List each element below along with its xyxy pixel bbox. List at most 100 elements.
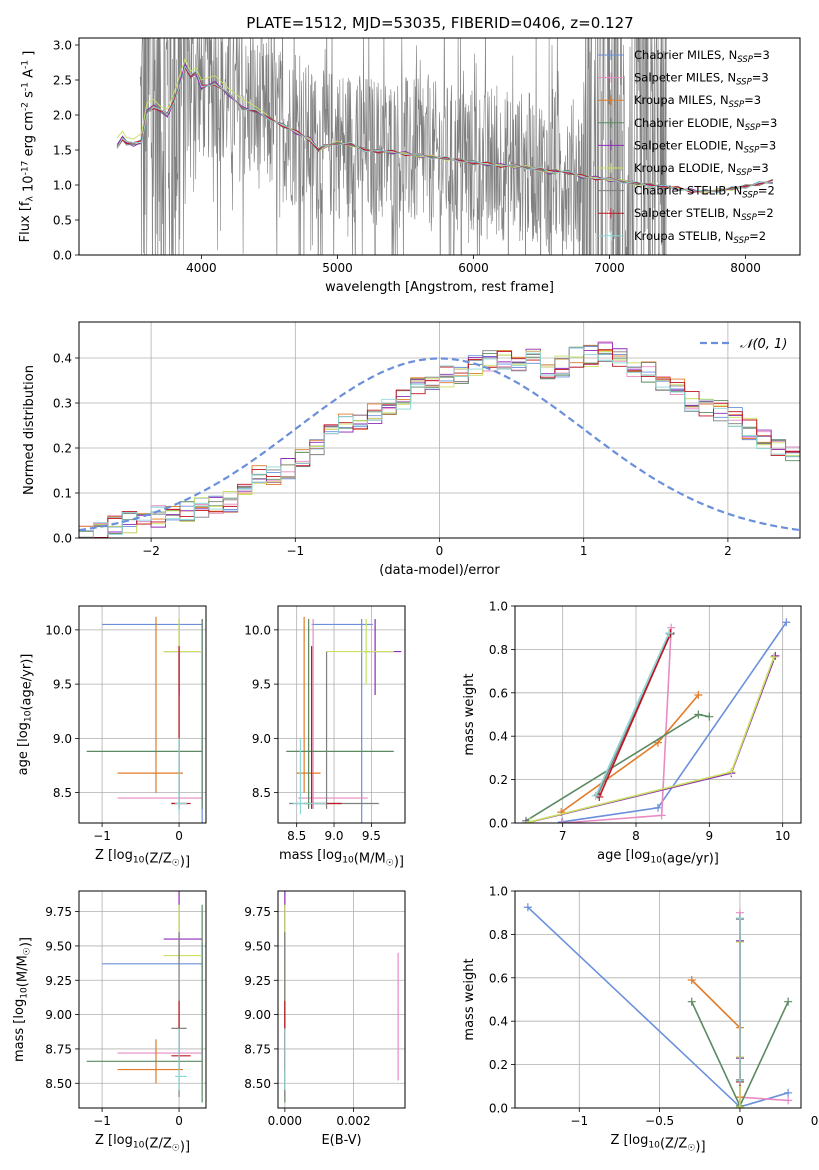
y-axis-label: Flux [fλ 10-17 erg cm-2 s-1 A-1 ] bbox=[18, 51, 36, 243]
weight-line-1 bbox=[527, 906, 789, 1108]
x-tick-label: 0.002 bbox=[336, 1114, 370, 1128]
weight-point-5-3 bbox=[771, 651, 780, 660]
legend-label-9: Kroupa STELIB, NSSP=2 bbox=[634, 229, 766, 246]
axes-frame bbox=[277, 605, 406, 824]
y-tick-label: 9.25 bbox=[45, 974, 72, 988]
weight-point-3-1 bbox=[687, 975, 696, 984]
normal-curve bbox=[79, 357, 800, 532]
y-tick-label: 9.25 bbox=[244, 974, 271, 988]
y-axis-label: mass weight bbox=[462, 958, 477, 1040]
y-tick-label: 0.2 bbox=[489, 1058, 508, 1072]
y-tick-label: 0.8 bbox=[489, 643, 508, 657]
x-tick-label: 0.000 bbox=[268, 1114, 302, 1128]
x-axis-label: mass [log10(M/M☉)] bbox=[279, 848, 404, 870]
weight-point-1-1 bbox=[557, 817, 566, 823]
y-tick-label: 3.0 bbox=[53, 39, 72, 53]
axes-frame bbox=[514, 890, 802, 1109]
histogram-1 bbox=[79, 346, 800, 538]
weight-line-2 bbox=[562, 627, 672, 823]
y-tick-label: 8.50 bbox=[244, 1077, 271, 1091]
weight-point-1-3 bbox=[784, 1088, 793, 1097]
axes-frame bbox=[78, 321, 801, 539]
legend-label-4: Chabrier ELODIE, NSSP=3 bbox=[634, 116, 777, 133]
x-tick-label: 0 bbox=[175, 1114, 183, 1128]
y-tick-label: 0.0 bbox=[489, 1102, 508, 1116]
y-tick-label: 0.0 bbox=[53, 532, 72, 546]
x-tick-label: 1 bbox=[580, 544, 588, 558]
y-tick-label: 9.5 bbox=[252, 678, 271, 692]
y-tick-label: 9.75 bbox=[244, 905, 271, 919]
chart-mass_vs_Z: −1 0 8.50 8.75 9.00 9.25 9.50 9.75 Z [log10(Z/Z☉… bbox=[12, 890, 207, 1155]
weight-point-9-2 bbox=[665, 629, 673, 638]
legend-label-6: Kroupa ELODIE, NSSP=3 bbox=[634, 161, 769, 178]
y-axis-label: mass weight bbox=[462, 673, 477, 755]
y-tick-label: 0.2 bbox=[489, 773, 508, 787]
plot-area bbox=[284, 891, 399, 1103]
y-tick-label: 0.2 bbox=[53, 442, 72, 456]
panels: 4000 5000 6000 7000 80000.00.51.01.52.02.53.… bbox=[12, 37, 819, 1155]
weight-point-9-2 bbox=[735, 1076, 744, 1085]
y-tick-label: 10.0 bbox=[244, 623, 271, 637]
weight-line-4 bbox=[525, 713, 710, 822]
weight-point-4-3 bbox=[705, 712, 714, 721]
x-tick-label: 0 bbox=[175, 829, 183, 843]
y-tick-label: 10.0 bbox=[45, 623, 72, 637]
weight-point-4-2 bbox=[694, 710, 703, 719]
y-axis-label: Normed distribution bbox=[22, 365, 37, 495]
x-tick-label: −1 bbox=[286, 544, 304, 558]
weight-point-6-2 bbox=[727, 768, 736, 777]
chart-residuals: −2 −1 0 1 2 0.0 0.1 0.2 0.3 0.4 (data-model)/error… bbox=[22, 321, 801, 578]
weight-point-9-1 bbox=[591, 791, 600, 800]
weight-point-1-2 bbox=[654, 803, 662, 812]
weight-line-6 bbox=[529, 656, 775, 823]
weight-point-5-1 bbox=[522, 819, 530, 823]
x-tick-label: −0.5 bbox=[645, 1114, 674, 1128]
x-axis-label: Z [log10(Z/Z☉)] bbox=[95, 1133, 190, 1155]
y-tick-label: 0.4 bbox=[53, 352, 72, 366]
y-tick-label: 0.4 bbox=[489, 1015, 508, 1029]
histogram-9 bbox=[79, 347, 800, 538]
x-tick-label: −1 bbox=[570, 1114, 588, 1128]
y-tick-label: 8.5 bbox=[252, 786, 271, 800]
x-axis-label: Z [log10(Z/Z☉)] bbox=[610, 1133, 705, 1155]
x-tick-label: −1 bbox=[93, 1114, 111, 1128]
legend-label-7: Chabrier STELIB, NSSP=2 bbox=[634, 184, 775, 201]
y-tick-label: 9.00 bbox=[244, 1008, 271, 1022]
weight-point-2-3 bbox=[667, 623, 676, 632]
weight-line-2 bbox=[739, 912, 789, 1102]
weight-point-8-1 bbox=[595, 792, 604, 801]
x-tick-label: 5000 bbox=[322, 261, 353, 275]
plot-area bbox=[86, 616, 203, 823]
plot-area bbox=[286, 616, 402, 823]
weight-point-4-3 bbox=[784, 997, 793, 1006]
y-tick-label: 1.0 bbox=[489, 885, 508, 899]
plot-area bbox=[79, 341, 800, 538]
x-tick-label: 7 bbox=[559, 829, 567, 843]
histogram-6 bbox=[79, 350, 800, 538]
weight-point-2-2 bbox=[657, 811, 666, 820]
axes-frame bbox=[78, 37, 801, 256]
y-tick-label: 8.50 bbox=[45, 1077, 72, 1091]
x-tick-label: −2 bbox=[142, 544, 160, 558]
y-tick-label: 1.0 bbox=[53, 179, 72, 193]
y-tick-label: 0.0 bbox=[53, 249, 72, 263]
chart-spectrum: 4000 5000 6000 7000 8000 0.0 0.5 1.0 1.5 2.0 2.5 3.… bbox=[18, 37, 801, 295]
y-tick-label: 9.0 bbox=[252, 732, 271, 746]
y-axis-label: age [log10(age/yr)] bbox=[16, 654, 34, 776]
legend-label-8: Salpeter STELIB, NSSP=2 bbox=[634, 206, 774, 223]
weight-line-9 bbox=[594, 632, 670, 797]
y-tick-label: 1.5 bbox=[53, 144, 72, 158]
weight-point-1-1 bbox=[523, 903, 532, 912]
y-tick-label: 0.5 bbox=[53, 214, 72, 228]
y-tick-label: 0.4 bbox=[489, 730, 508, 744]
weight-line-8 bbox=[598, 632, 672, 798]
weight-point-6-1 bbox=[525, 817, 534, 823]
y-axis-label: mass [log10(M/M☉)] bbox=[12, 937, 34, 1062]
x-tick-label: 9 bbox=[706, 829, 714, 843]
x-tick-label: 0 bbox=[736, 1114, 744, 1128]
plot-area bbox=[116, 38, 773, 255]
chart-age_vs_mass: 8.5 9.0 9.5 8.5 9.0 9.5 10.0 mass [log10(M/M☉)] bbox=[244, 605, 406, 870]
y-tick-label: 0.6 bbox=[489, 686, 508, 700]
y-tick-label: 9.00 bbox=[45, 1008, 72, 1022]
y-tick-label: 0.6 bbox=[489, 971, 508, 985]
